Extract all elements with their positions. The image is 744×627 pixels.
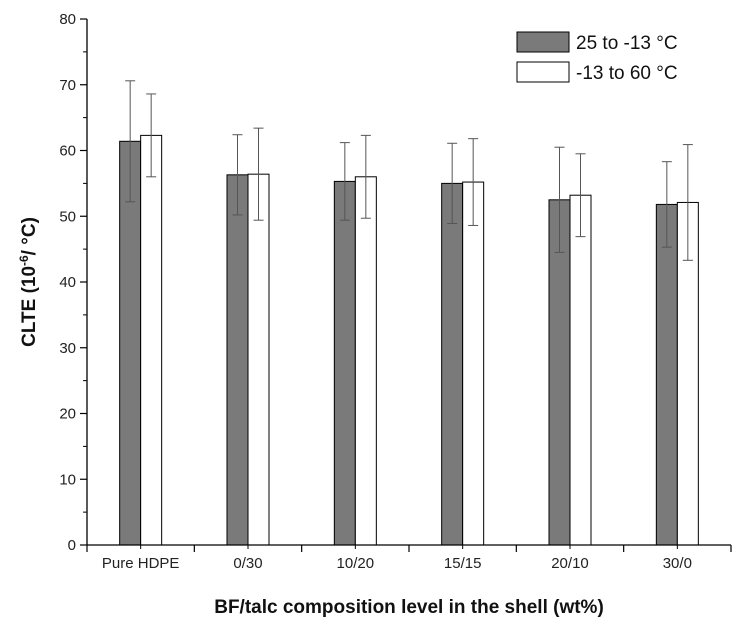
x-axis-title: BF/talc composition level in the shell (… xyxy=(214,597,604,618)
y-tick-label: 60 xyxy=(59,143,76,160)
y-tick-label: 10 xyxy=(59,471,76,488)
legend-label-series-2: -13 to 60 °C xyxy=(576,63,678,84)
bar-series-2 xyxy=(569,194,592,546)
x-ticks: Pure HDPE 0/30 10/20 15/15 20/10 30/0 xyxy=(86,545,732,572)
bar-series-2 xyxy=(247,173,270,546)
y-axis-title-main: CLTE (10 xyxy=(19,266,40,347)
y-tick-label: 70 xyxy=(59,77,76,94)
x-tick-label: 10/20 xyxy=(337,555,375,572)
y-tick-label: 20 xyxy=(59,406,76,423)
y-tick-label: 0 xyxy=(68,537,76,554)
y-axis-title-superscript: -6 xyxy=(17,255,31,266)
bar-series-1 xyxy=(333,180,356,546)
bar-series-1 xyxy=(655,203,678,546)
y-tick-label: 50 xyxy=(59,208,76,225)
bar-series-2 xyxy=(140,134,163,546)
bar-series-2 xyxy=(462,181,485,546)
legend-swatch-series-1 xyxy=(516,31,570,53)
bar-series-2 xyxy=(354,176,377,546)
y-tick-label: 80 xyxy=(59,11,76,28)
legend-label-series-1: 25 to -13 °C xyxy=(576,33,678,54)
x-tick-label: 30/0 xyxy=(663,555,692,572)
legend: 25 to -13 °C -13 to 60 °C xyxy=(516,31,678,84)
y-axis-title-tail: / °C) xyxy=(19,217,40,255)
y-axis-title: CLTE (10-6/ °C) xyxy=(17,217,40,347)
error-bars-layer xyxy=(125,80,693,261)
x-tick-label: 15/15 xyxy=(444,555,482,572)
y-tick-label: 40 xyxy=(59,274,76,291)
legend-swatch-series-2 xyxy=(516,61,570,83)
axes xyxy=(86,19,731,546)
bar-series-1 xyxy=(441,182,464,546)
y-tick-label: 30 xyxy=(59,340,76,357)
bar-series-1 xyxy=(226,174,249,546)
y-ticks: 0 10 20 30 40 50 60 70 80 xyxy=(59,11,87,554)
x-tick-label: Pure HDPE xyxy=(102,555,180,572)
bars-layer xyxy=(119,134,699,546)
x-tick-label: 0/30 xyxy=(233,555,262,572)
x-tick-label: 20/10 xyxy=(551,555,589,572)
